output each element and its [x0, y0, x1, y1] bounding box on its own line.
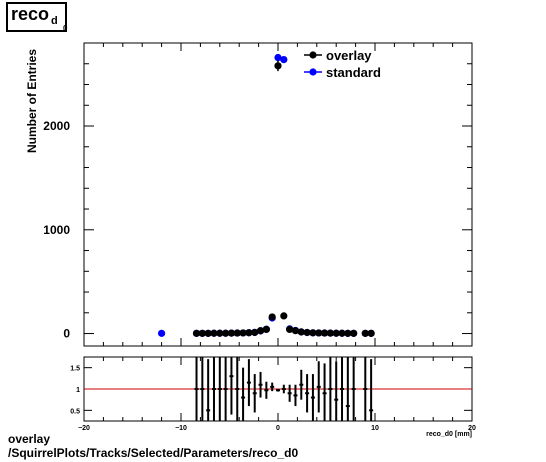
overlay-point: [367, 329, 375, 337]
histogram-title-box: reco d 0: [6, 2, 68, 33]
footer-sample-label: overlay: [8, 432, 51, 446]
overlay-point: [227, 329, 236, 337]
overlay-point: [216, 329, 224, 337]
overlay-point: [315, 329, 323, 337]
overlay-point: [233, 329, 241, 337]
main-y-axis-label: Number of Entries: [25, 49, 39, 153]
overlay-point: [332, 329, 340, 337]
overlay-point: [344, 329, 352, 337]
ratio-x-tick-label: 0: [276, 425, 280, 432]
overlay-point: [251, 328, 259, 337]
x-axis-label: reco_d0 [mm]: [426, 431, 472, 438]
main-plot-frame: [83, 42, 473, 347]
overlay-point: [280, 312, 288, 320]
legend-label-overlay: overlay: [326, 48, 372, 63]
overlay-point: [303, 328, 311, 337]
overlay-point: [245, 329, 253, 337]
overlay-point: [309, 329, 317, 337]
overlay-point: [210, 329, 218, 337]
ratio-y-tick-label: 1.5: [70, 366, 80, 373]
overlay-point: [274, 62, 282, 70]
overlay-point: [297, 328, 305, 336]
ratio-y-tick-label: 0.5: [70, 408, 80, 415]
legend-marker-standard: [309, 68, 317, 76]
main-y-tick-label: 0: [63, 327, 70, 341]
overlay-point: [262, 325, 270, 333]
histogram-title-subscript: d: [51, 15, 58, 27]
standard-point: [158, 329, 166, 337]
main-y-tick-label: 1000: [43, 223, 70, 237]
overlay-point: [198, 329, 206, 337]
overlay-point: [268, 313, 276, 321]
overlay-point: [286, 325, 294, 333]
overlay-point: [239, 329, 247, 337]
ratio-x-tick-label: 20: [468, 425, 476, 432]
footer-path-label: /SquirrelPlots/Tracks/Selected/Parameter…: [8, 446, 299, 460]
overlay-point: [222, 329, 230, 337]
overlay-point: [291, 327, 300, 335]
histogram-title: reco: [11, 4, 50, 24]
ratio-x-tick-label: −20: [78, 425, 90, 432]
overlay-point: [256, 327, 265, 335]
overlay-point: [338, 329, 346, 337]
ratio-x-tick-label: 10: [371, 425, 379, 432]
overlay-point: [326, 329, 334, 337]
histogram-title-subsubscript: 0: [63, 24, 68, 33]
overlay-point: [320, 329, 329, 337]
overlay-point: [192, 329, 201, 337]
ratio-y-tick-label: 1: [76, 387, 80, 394]
standard-point: [274, 53, 282, 62]
ratio-panel: −20 −10 0 10 20 0.5 1 1.5 reco_d0 [mm]: [70, 356, 476, 438]
standard-point: [280, 56, 288, 64]
legend-label-standard: standard: [326, 65, 381, 80]
ratio-x-tick-label: −10: [175, 425, 187, 432]
overlay-point: [204, 329, 212, 337]
legend-marker-overlay: [309, 51, 317, 59]
main-y-tick-label: 2000: [43, 119, 70, 133]
main-panel: 0 1000 2000 Number of Entries overlay standar…: [25, 42, 473, 347]
overlay-point: [361, 329, 369, 337]
overlay-point: [350, 329, 358, 337]
